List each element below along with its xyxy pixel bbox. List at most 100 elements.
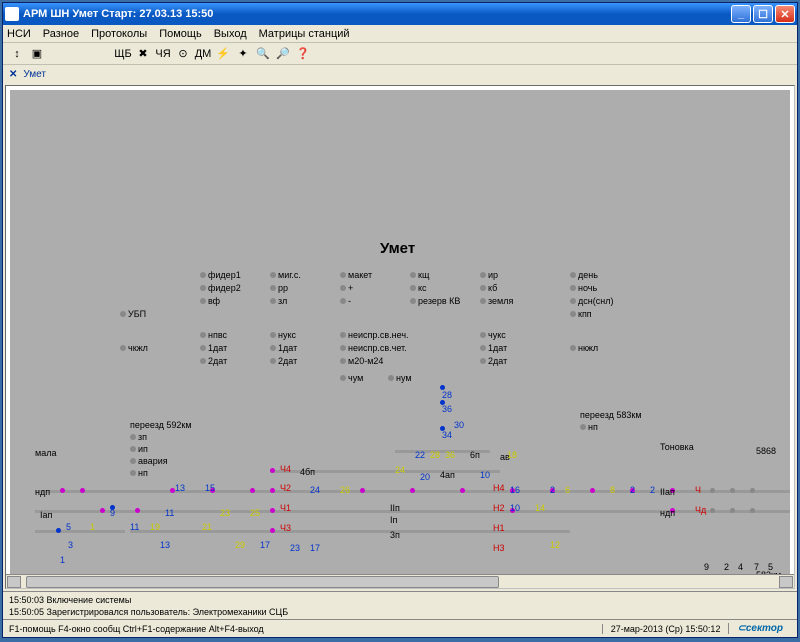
switch-label: 28 bbox=[430, 450, 440, 460]
toolbar-icon[interactable]: ✖ bbox=[135, 46, 151, 62]
switch-label: 23 bbox=[220, 508, 230, 518]
indicator: чум bbox=[340, 373, 363, 383]
toolbar-icon[interactable]: ЩБ bbox=[115, 46, 131, 62]
signal-marker bbox=[710, 488, 715, 493]
indicator: фидер1 bbox=[200, 270, 241, 280]
scroll-thumb[interactable] bbox=[26, 576, 499, 588]
side-label: мала bbox=[35, 448, 56, 458]
toolbar-icon[interactable]: ЧЯ bbox=[155, 46, 171, 62]
toolbar-icon[interactable]: ⊙ bbox=[175, 46, 191, 62]
signal-marker bbox=[270, 508, 275, 513]
switch-label: 24 bbox=[310, 485, 320, 495]
switch-label: 13 bbox=[160, 540, 170, 550]
indicator: кс bbox=[410, 283, 427, 293]
switch-label: 5 bbox=[768, 562, 773, 572]
indicator: резерв КВ bbox=[410, 296, 460, 306]
toolbar-icon[interactable]: 🔍 bbox=[255, 46, 271, 62]
switch-label: IIп bbox=[390, 503, 400, 513]
titlebar[interactable]: АРМ ШН Умет Старт: 27.03.13 15:50 _ ☐ ✕ bbox=[3, 3, 797, 25]
menu-item[interactable]: НСИ bbox=[7, 28, 31, 40]
status-date: 27-мар-2013 (Ср) 15:50:12 bbox=[611, 624, 721, 634]
switch-label: 13 bbox=[175, 483, 185, 493]
indicator: 1дат bbox=[270, 343, 297, 353]
indicator: м20-м24 bbox=[340, 356, 383, 366]
signal-marker bbox=[590, 488, 595, 493]
close-button[interactable]: ✕ bbox=[775, 5, 795, 23]
menu-item[interactable]: Разное bbox=[43, 28, 79, 40]
scroll-left-icon[interactable] bbox=[7, 576, 21, 588]
signal-marker bbox=[100, 508, 105, 513]
indicator: чукс bbox=[480, 330, 506, 340]
switch-label: 10 bbox=[510, 503, 520, 513]
switch-label: 11 bbox=[130, 522, 139, 532]
menu-item[interactable]: Матрицы станций bbox=[259, 28, 350, 40]
side-label: ндп bbox=[35, 487, 50, 497]
switch-label: 4 bbox=[738, 562, 743, 572]
toolbar-icon[interactable]: ДМ bbox=[195, 46, 211, 62]
tab-close-icon[interactable]: ✕ bbox=[9, 69, 17, 80]
crossing-line: переезд 583км bbox=[580, 410, 642, 420]
indicator: нукс bbox=[270, 330, 296, 340]
indicator: 2дат bbox=[480, 356, 507, 366]
menu-item[interactable]: Помощь bbox=[159, 28, 202, 40]
switch-label: 29 bbox=[235, 540, 245, 550]
minimize-button[interactable]: _ bbox=[731, 5, 751, 23]
switch-label: 3 bbox=[68, 540, 73, 550]
switch-label: 8 bbox=[610, 485, 615, 495]
signal-marker bbox=[270, 528, 275, 533]
switch-label: 3п bbox=[390, 530, 400, 540]
signal-marker bbox=[710, 508, 715, 513]
switch-label: 17 bbox=[260, 540, 270, 550]
indicator: вф bbox=[200, 296, 220, 306]
signal-label: Чд bbox=[695, 505, 706, 515]
signal-label: Ч2 bbox=[280, 483, 291, 493]
switch-label: 9 bbox=[704, 562, 709, 572]
track-segment bbox=[590, 510, 790, 513]
toolbar-icon[interactable]: ✦ bbox=[235, 46, 251, 62]
indicator: нпвс bbox=[200, 330, 227, 340]
indicator: неиспр.св.неч. bbox=[340, 330, 409, 340]
tab-label[interactable]: Умет bbox=[23, 69, 46, 80]
menu-item[interactable]: Выход bbox=[214, 28, 247, 40]
indicator: макет bbox=[340, 270, 372, 280]
switch-label: 22 bbox=[415, 450, 425, 460]
h-scrollbar[interactable] bbox=[6, 574, 794, 588]
menu-item[interactable]: Протоколы bbox=[91, 28, 147, 40]
signal-marker bbox=[56, 528, 61, 533]
switch-label: 11 bbox=[165, 508, 174, 518]
signal-marker bbox=[270, 468, 275, 473]
scroll-right-icon[interactable] bbox=[779, 576, 793, 588]
switch-label: 2 bbox=[550, 485, 555, 495]
switch-label: 4ап bbox=[440, 470, 455, 480]
toolbar-icon[interactable]: ↕ bbox=[9, 46, 25, 62]
switch-label: 28 bbox=[442, 390, 452, 400]
indicator: 2дат bbox=[200, 356, 227, 366]
maximize-button[interactable]: ☐ bbox=[753, 5, 773, 23]
toolbar-icon[interactable]: 🔎 bbox=[275, 46, 291, 62]
indicator: неиспр.св.чет. bbox=[340, 343, 407, 353]
switch-label: 6 bbox=[565, 485, 570, 495]
signal-label: Н1 bbox=[493, 523, 505, 533]
switch-label: 34 bbox=[442, 430, 452, 440]
signal-marker bbox=[360, 488, 365, 493]
signal-label: Ч3 bbox=[280, 523, 291, 533]
toolbar-icon[interactable]: ⚡ bbox=[215, 46, 231, 62]
indicator: 2дат bbox=[270, 356, 297, 366]
signal-marker bbox=[270, 488, 275, 493]
signal-marker bbox=[730, 508, 735, 513]
toolbar-icon[interactable]: ▣ bbox=[29, 46, 45, 62]
track-diagram[interactable]: Умет фидер1миг.с.макеткщирденьфидер2рр+к… bbox=[10, 90, 790, 584]
log-line: 15:50:03 Включение системы bbox=[9, 594, 791, 606]
track-segment bbox=[590, 490, 790, 493]
track-segment bbox=[35, 530, 125, 533]
indicator: 1дат bbox=[480, 343, 507, 353]
signal-marker bbox=[250, 488, 255, 493]
app-icon bbox=[5, 7, 19, 21]
toolbar-icon[interactable]: ❓ bbox=[295, 46, 311, 62]
signal-label: Н3 bbox=[493, 543, 505, 553]
switch-label: 24 bbox=[395, 465, 405, 475]
indicator: нкжл bbox=[570, 343, 598, 353]
switch-label: 20 bbox=[420, 472, 430, 482]
signal-marker bbox=[730, 488, 735, 493]
switch-label: 36 bbox=[442, 404, 452, 414]
